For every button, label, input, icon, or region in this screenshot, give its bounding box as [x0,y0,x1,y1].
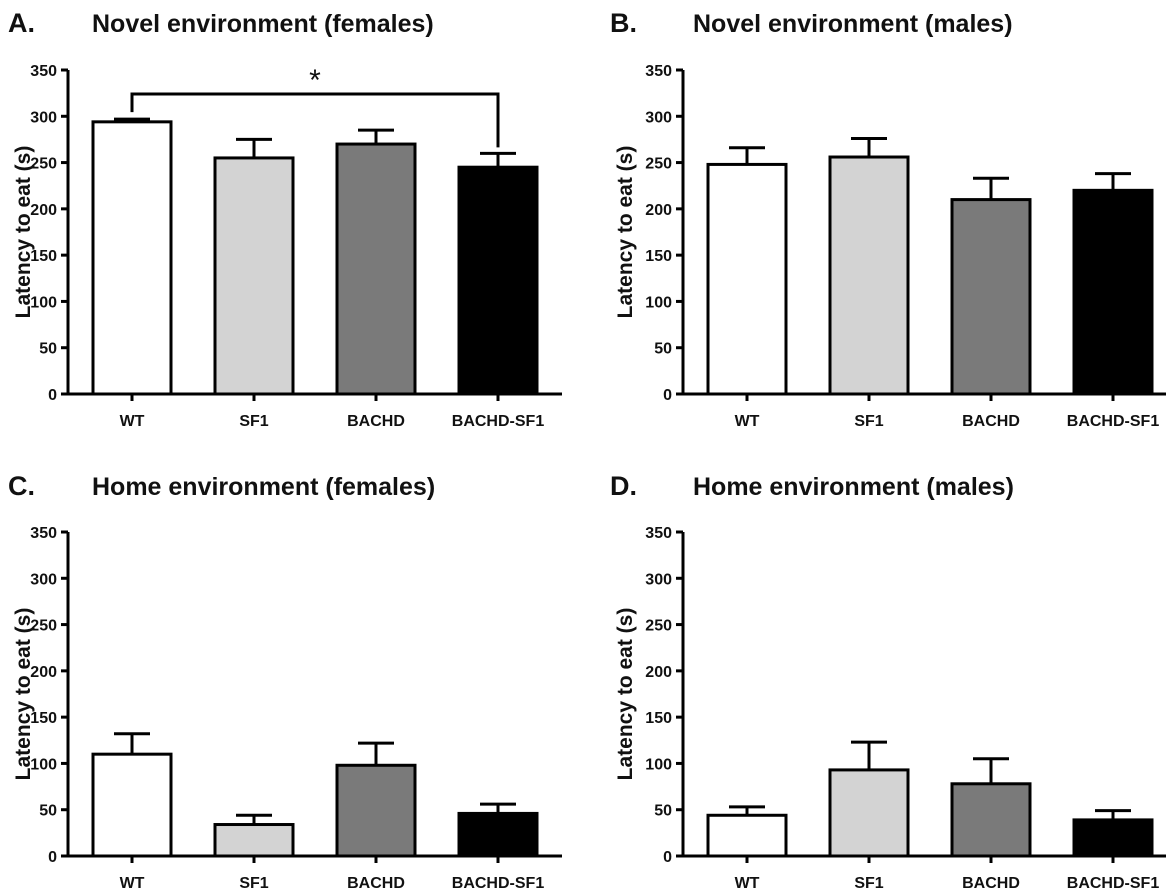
panel-letter: C. [8,471,35,501]
y-tick-label: 250 [645,156,672,173]
x-tick-label: WT [120,413,145,430]
y-tick-label: 150 [30,710,57,727]
y-tick-label: 250 [30,618,57,635]
y-tick-label: 250 [645,618,672,635]
bar [213,156,295,396]
y-tick-label: 200 [30,664,57,681]
x-tick-label: BACHD-SF1 [452,413,545,430]
panel-letter: D. [610,471,637,501]
significance-bracket [130,92,500,148]
x-tick-label: BACHD [347,413,405,430]
y-tick-label: 200 [645,664,672,681]
y-tick-label: 0 [663,849,672,866]
y-tick-label: 50 [654,341,672,358]
y-axis-label: Latency to eat (s) [12,608,35,781]
y-tick-label: 50 [39,341,57,358]
y-tick-label: 150 [645,248,672,265]
x-tick-label: SF1 [239,413,268,430]
chart-title: Home environment (females) [92,473,435,501]
y-axis-label: Latency to eat (s) [12,146,35,319]
bar [1072,188,1154,396]
chart-panel-d: D. Home environment (males) Latency to eat… [610,471,1166,892]
chart-panel-c: C. Home environment (females) Latency to e… [8,471,562,892]
bar [335,142,417,396]
y-tick-label: 50 [39,803,57,820]
bar [91,752,173,858]
x-tick-label: WT [735,875,760,892]
y-tick-label: 350 [645,63,672,80]
bar [828,768,910,858]
x-tick-label: WT [735,413,760,430]
x-tick-label: BACHD [347,875,405,892]
y-tick-label: 300 [30,109,57,126]
y-tick-label: 150 [30,248,57,265]
chart-title: Home environment (males) [693,473,1014,501]
y-tick-label: 350 [645,525,672,542]
y-tick-label: 0 [48,387,57,404]
x-tick-label: SF1 [854,875,883,892]
y-tick-label: 200 [30,202,57,219]
y-tick-label: 350 [30,63,57,80]
y-tick-label: 100 [30,294,57,311]
x-tick-label: WT [120,875,145,892]
panel-letter: A. [8,8,35,38]
y-tick-label: 100 [30,756,57,773]
bar [706,813,788,858]
chart-panel-a: A. Novel environment (females) Latency to … [8,8,562,430]
x-tick-label: SF1 [239,875,268,892]
x-tick-label: BACHD-SF1 [452,875,545,892]
chart-title: Novel environment (males) [693,10,1013,38]
bar [91,120,173,396]
y-tick-label: 150 [645,710,672,727]
x-tick-label: BACHD-SF1 [1067,413,1160,430]
bar [1072,818,1154,858]
chart-panel-b: B. Novel environment (males) Latency to ea… [610,8,1166,430]
panel-letter: B. [610,8,637,38]
y-axis-label: Latency to eat (s) [614,608,637,781]
y-tick-label: 300 [30,571,57,588]
y-tick-label: 100 [645,756,672,773]
x-tick-label: SF1 [854,413,883,430]
bar [457,811,539,858]
y-axis-label: Latency to eat (s) [614,146,637,319]
y-tick-label: 200 [645,202,672,219]
y-tick-label: 50 [654,803,672,820]
x-tick-label: BACHD-SF1 [1067,875,1160,892]
bar [457,165,539,396]
bar [335,763,417,858]
y-tick-label: 0 [663,387,672,404]
x-tick-label: BACHD [962,413,1020,430]
bar [213,823,295,858]
bar [828,155,910,396]
y-tick-label: 300 [645,571,672,588]
y-tick-label: 350 [30,525,57,542]
chart-title: Novel environment (females) [92,10,434,38]
bar [950,782,1032,858]
x-tick-label: BACHD [962,875,1020,892]
bar [950,198,1032,396]
y-tick-label: 250 [30,156,57,173]
y-tick-label: 100 [645,294,672,311]
bar [706,162,788,396]
y-tick-label: 0 [48,849,57,866]
y-tick-label: 300 [645,109,672,126]
significance-star: * [309,64,321,97]
